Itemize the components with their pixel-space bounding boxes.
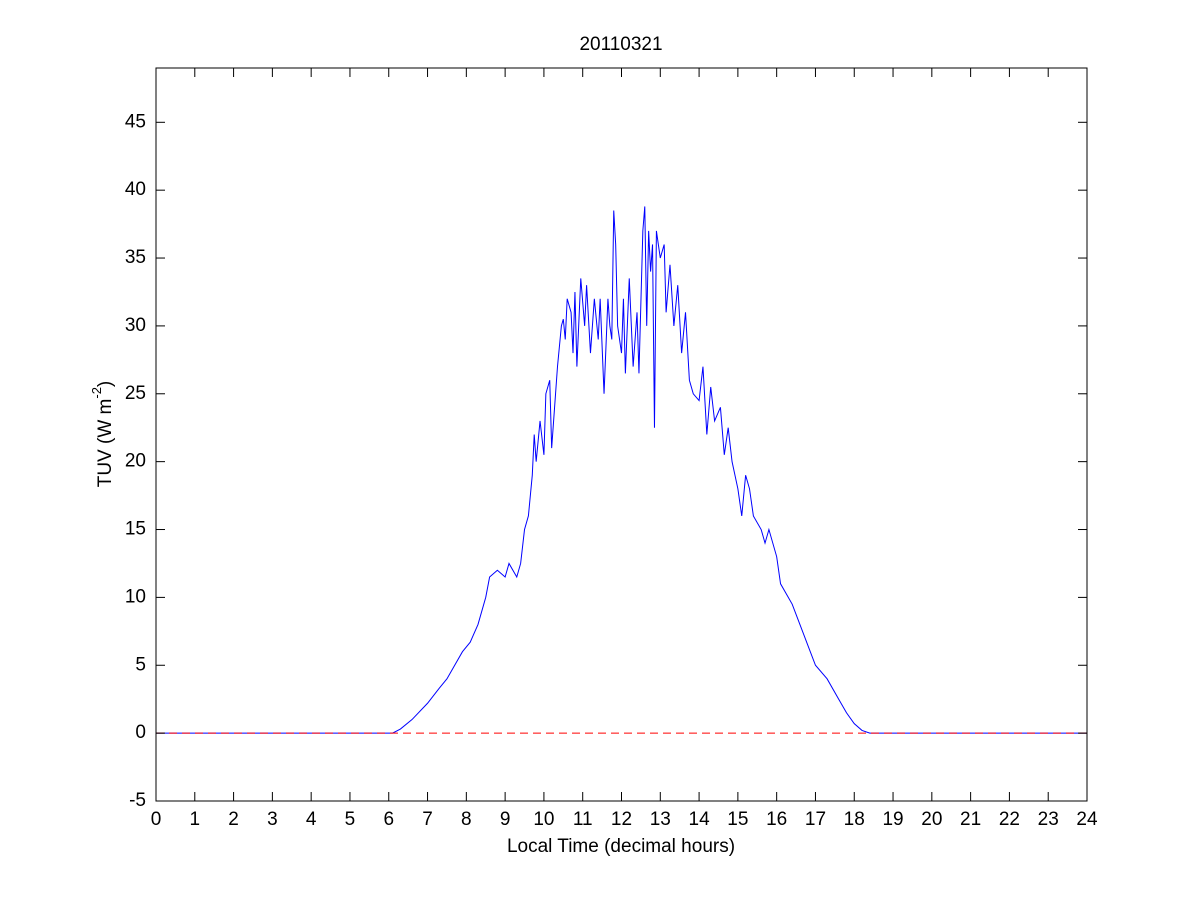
data-line — [156, 206, 1087, 734]
x-tick-label: 5 — [345, 809, 356, 830]
x-axis-label: Local Time (decimal hours) — [507, 836, 735, 857]
x-tick-label: 12 — [611, 809, 632, 830]
x-tick-label: 7 — [422, 809, 433, 830]
x-tick-label: 22 — [999, 809, 1020, 830]
y-tick-label: 20 — [125, 451, 146, 472]
x-tick-label: 14 — [689, 809, 711, 830]
x-tick-label: 23 — [1038, 809, 1059, 830]
x-tick-label: 24 — [1076, 809, 1098, 830]
x-tick-label: 17 — [805, 809, 826, 830]
y-axis-label: TUV (W m-2) — [89, 381, 116, 488]
x-tick-label: 18 — [844, 809, 865, 830]
y-label-sup: -2 — [89, 387, 104, 399]
x-tick-label: 15 — [727, 809, 748, 830]
plot-frame — [155, 67, 1088, 802]
x-tick-label: 19 — [882, 809, 903, 830]
y-tick-label: 35 — [125, 247, 146, 268]
y-tick-label: 40 — [125, 179, 146, 200]
chart-title: 20110321 — [579, 34, 662, 55]
x-tick-label: 4 — [306, 809, 317, 830]
y-tick-label: 10 — [125, 586, 146, 607]
x-tick-label: 20 — [921, 809, 942, 830]
x-tick-label: 21 — [960, 809, 981, 830]
y-tick-label: 25 — [125, 383, 146, 404]
y-tick-label: 5 — [135, 654, 146, 675]
x-tick-label: 3 — [267, 809, 278, 830]
x-tick-label: 10 — [533, 809, 554, 830]
y-tick-label: 45 — [125, 111, 146, 132]
y-label-end: ) — [95, 381, 116, 387]
x-tick-label: 8 — [461, 809, 472, 830]
x-tick-label: 0 — [151, 809, 162, 830]
y-tick-label: 0 — [135, 722, 146, 743]
x-tick-label: 16 — [766, 809, 787, 830]
y-tick-label: 30 — [125, 315, 146, 336]
y-tick-label: -5 — [129, 790, 146, 811]
y-label-text: TUV (W m — [95, 399, 116, 488]
x-tick-label: 6 — [383, 809, 394, 830]
x-tick-label: 13 — [650, 809, 671, 830]
x-tick-label: 1 — [190, 809, 201, 830]
y-tick-label: 15 — [125, 519, 146, 540]
x-tick-label: 2 — [228, 809, 239, 830]
x-tick-label: 11 — [573, 809, 593, 830]
x-tick-label: 9 — [500, 809, 511, 830]
